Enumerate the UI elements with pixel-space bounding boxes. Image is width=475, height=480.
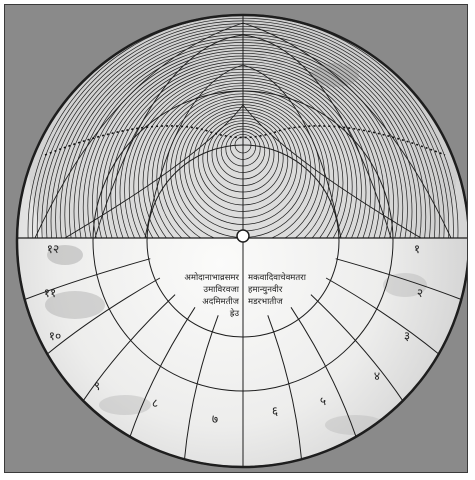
inscription-block: अमोदानाभाव्रसमर उमाविरवजा अदमिमतीज ह्रेउ मक… [184,272,306,319]
hour-numeral: १० [49,329,61,343]
hour-numeral: १ [414,242,420,256]
inscription-line: ह्रेउ [230,308,240,319]
image-frame: १२ ११ १० ९ ८ ७ ६ ५ ४ ३ २ १ अमोदानाभाव्रसमर उमाविरवजा… [4,4,468,473]
tarnish-marks [45,63,427,435]
hour-numeral: ९ [94,379,100,393]
tropic-circles [92,90,394,392]
hour-numeral: ६ [272,404,278,418]
inscription-line: मडरभातीज [248,296,283,307]
plate-rim [15,13,467,469]
inscription-line: हमान्युनवीर [248,284,283,295]
hour-numeral: ८ [152,396,158,410]
hour-numeral: ७ [212,412,218,426]
center-hole [236,229,250,243]
azimuth-arcs [34,22,452,239]
hour-numeral: ४ [374,369,380,383]
inscription-line: मकवादिवाचेवमतरा [248,272,307,283]
hour-numeral: २ [417,286,423,300]
hour-numeral: १२ [47,242,59,256]
inscription-line: अदमिमतीज [202,296,239,307]
hour-numeral: ५ [320,394,326,408]
hour-numeral: ३ [404,329,410,343]
inscription-line: अमोदानाभाव्रसमर [184,272,239,283]
inscription-line: उमाविरवजा [203,284,239,295]
hour-numerals: १२ ११ १० ९ ८ ७ ६ ५ ४ ३ २ १ [44,242,423,426]
astrolabe-plate-illustration: १२ ११ १० ९ ८ ७ ६ ५ ४ ३ २ १ अमोदानाभाव्रसमर उमाविरवजा… [15,13,467,469]
hour-numeral: ११ [44,286,56,300]
